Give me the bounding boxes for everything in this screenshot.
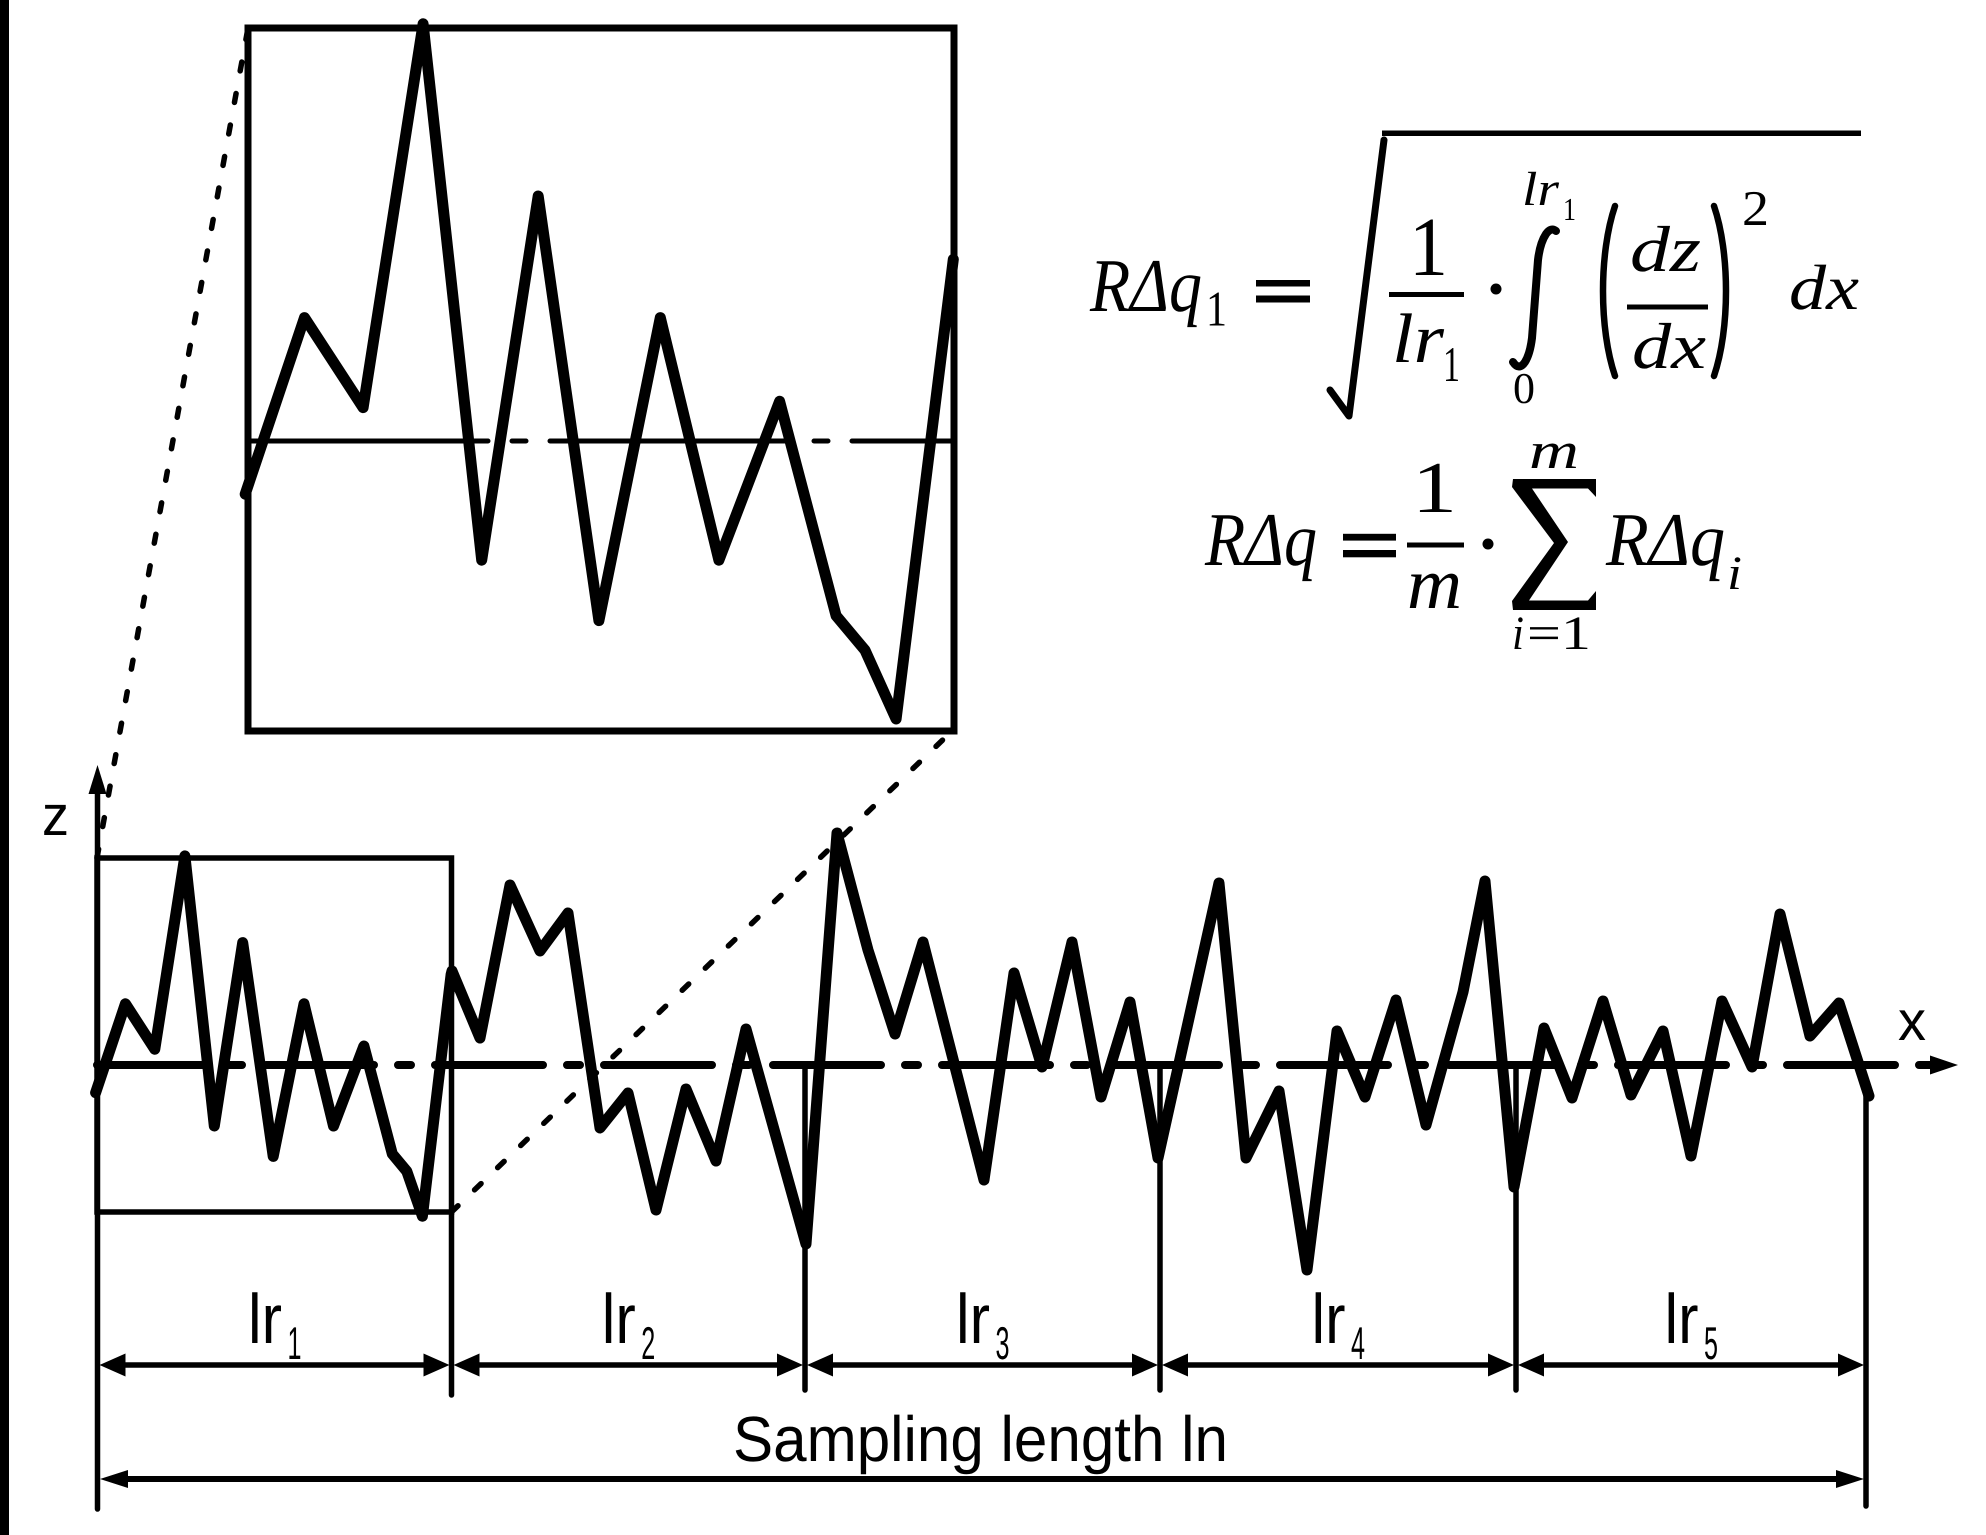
svg-text:i: i bbox=[1727, 547, 1742, 600]
svg-text:lr: lr bbox=[1392, 301, 1445, 378]
svg-text:1: 1 bbox=[1409, 201, 1448, 294]
svg-text:3: 3 bbox=[996, 1317, 1010, 1369]
svg-text:lr: lr bbox=[1312, 1280, 1346, 1358]
svg-text:2: 2 bbox=[641, 1317, 655, 1369]
svg-text:RΔq: RΔq bbox=[1204, 498, 1317, 582]
svg-text:1: 1 bbox=[1443, 336, 1460, 392]
svg-text:m: m bbox=[1407, 543, 1462, 624]
svg-text:1: 1 bbox=[1563, 191, 1576, 227]
svg-text:lr: lr bbox=[956, 1280, 990, 1358]
svg-text:lr: lr bbox=[602, 1280, 636, 1358]
svg-text:lr: lr bbox=[248, 1280, 282, 1358]
svg-text:RΔq: RΔq bbox=[1089, 244, 1202, 328]
svg-text:Sampling length ln: Sampling length ln bbox=[733, 1403, 1228, 1475]
svg-text:1: 1 bbox=[1206, 281, 1227, 337]
svg-text:dz: dz bbox=[1630, 214, 1701, 286]
svg-text:2: 2 bbox=[1742, 180, 1769, 236]
svg-text:1: 1 bbox=[288, 1317, 302, 1369]
svg-text:lr: lr bbox=[1522, 163, 1559, 216]
svg-text:0: 0 bbox=[1513, 364, 1535, 413]
svg-text:m: m bbox=[1529, 423, 1579, 480]
svg-text:1: 1 bbox=[1412, 447, 1457, 528]
svg-text:i: i bbox=[1512, 607, 1524, 660]
svg-text:x: x bbox=[1898, 989, 1926, 1052]
svg-text:5: 5 bbox=[1704, 1317, 1718, 1369]
svg-text:dx: dx bbox=[1789, 252, 1859, 323]
svg-text:dx: dx bbox=[1632, 311, 1706, 383]
svg-text:=1: =1 bbox=[1527, 607, 1591, 660]
svg-text:RΔq: RΔq bbox=[1605, 498, 1725, 582]
svg-text:z: z bbox=[42, 784, 69, 848]
svg-text:lr: lr bbox=[1665, 1280, 1699, 1358]
svg-text:4: 4 bbox=[1351, 1317, 1365, 1369]
